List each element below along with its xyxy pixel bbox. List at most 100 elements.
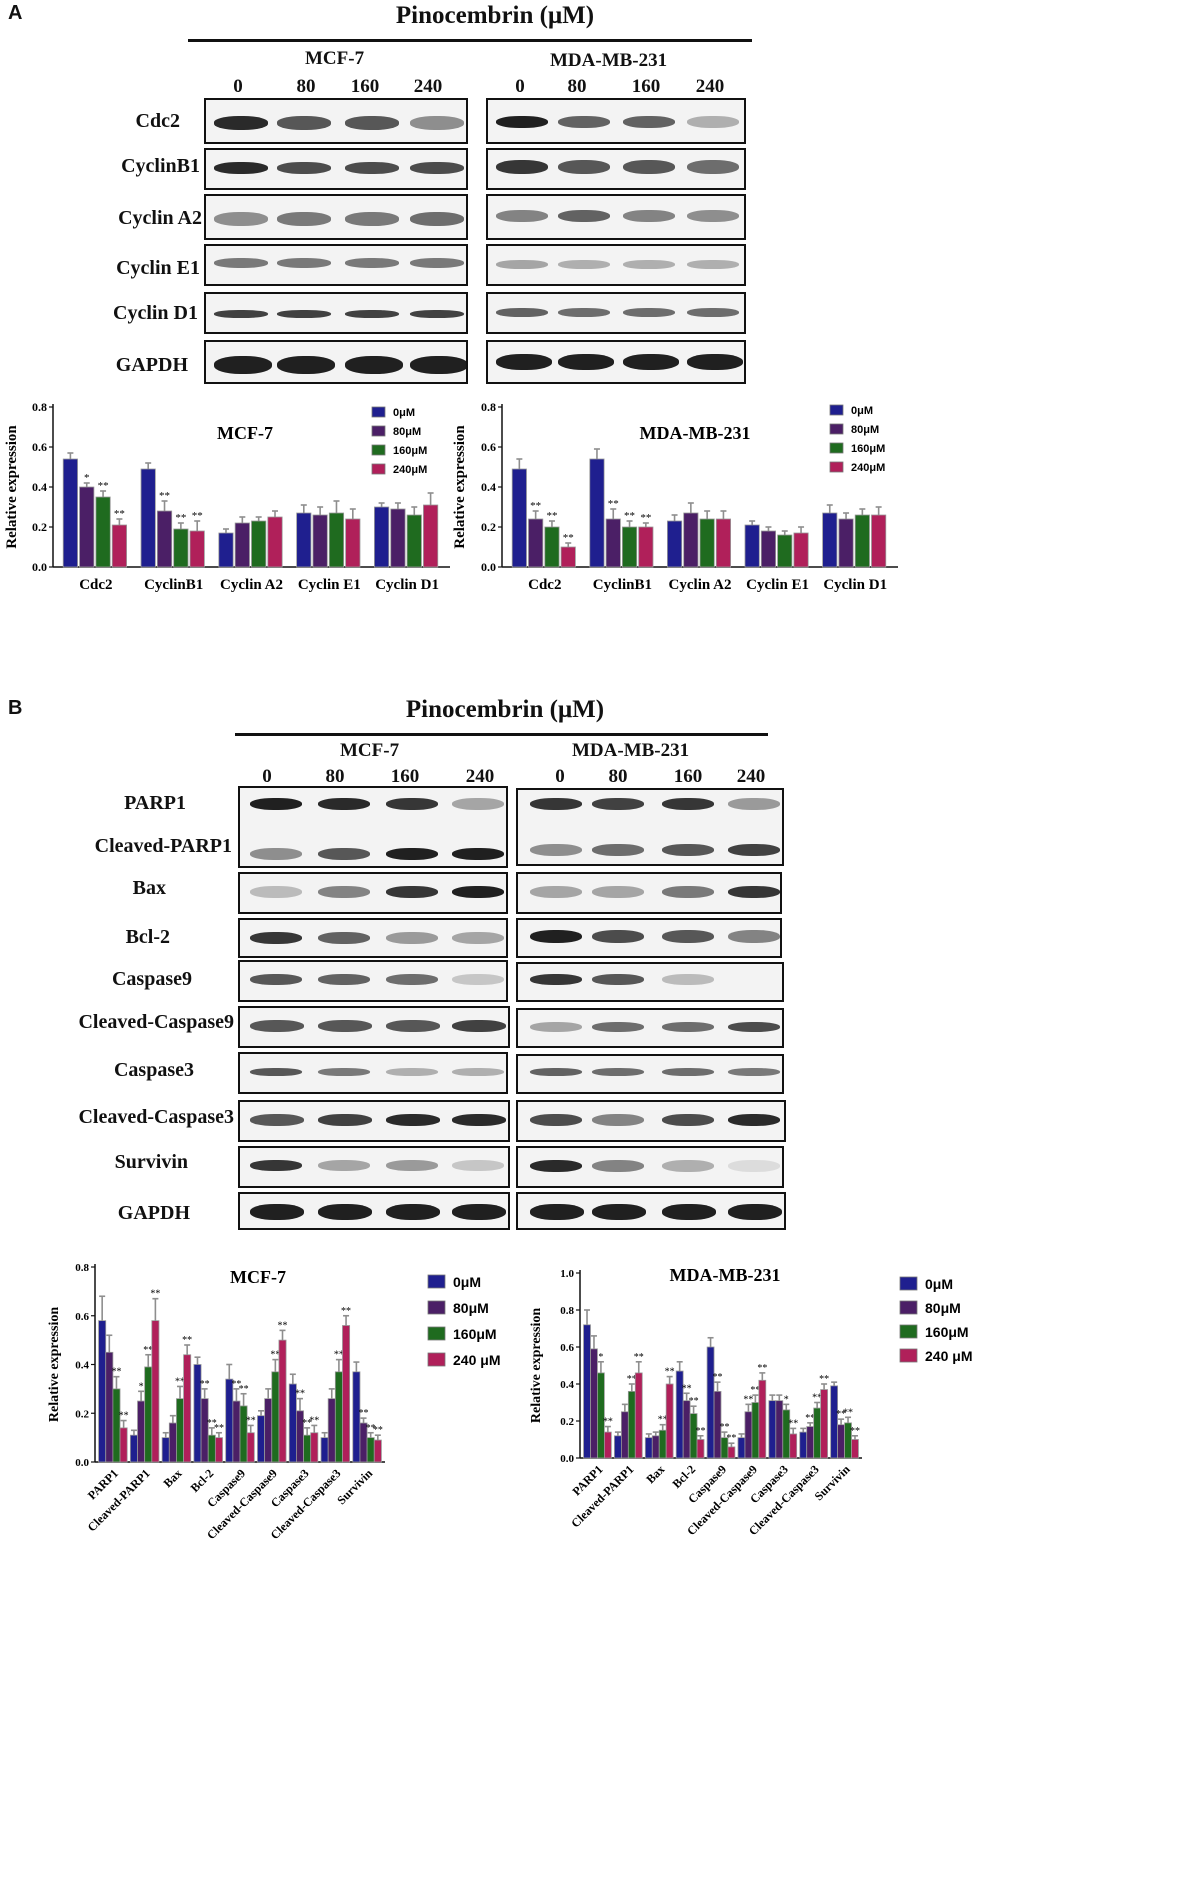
legend-label: 0μM — [851, 405, 873, 417]
blot-band — [592, 886, 644, 898]
legend-swatch — [427, 1274, 446, 1289]
significance-mark: ** — [334, 1350, 344, 1361]
y-tick-label: 0.8 — [481, 400, 496, 414]
blot-band — [250, 1114, 304, 1126]
blot-image — [238, 1052, 508, 1094]
blot-band — [386, 798, 438, 810]
significance-mark: ** — [270, 1350, 280, 1361]
bar — [644, 1437, 653, 1459]
bar — [682, 1400, 691, 1459]
significance-mark: ** — [175, 512, 186, 524]
blot-band — [452, 886, 504, 898]
protein-label: Cleaved-Caspase9 — [78, 1011, 234, 1033]
bar — [112, 1388, 121, 1463]
y-axis-label: Relative expression — [452, 425, 468, 549]
blot-band — [410, 212, 464, 226]
blot-band — [558, 354, 614, 370]
bar — [140, 468, 156, 568]
bar — [151, 1320, 160, 1463]
panel-a-title-rule — [188, 39, 752, 42]
protein-label: Cyclin A2 — [118, 207, 202, 229]
dose-label: 160 — [673, 766, 703, 787]
bar — [225, 1378, 234, 1463]
blot-band — [728, 844, 780, 856]
bar — [98, 1320, 107, 1463]
bar — [751, 1402, 760, 1459]
y-tick-label: 0.2 — [560, 1416, 574, 1428]
blot-band — [558, 308, 610, 317]
bar — [119, 1427, 128, 1463]
legend-label: 160μM — [851, 443, 885, 455]
blot-band — [530, 1068, 582, 1076]
bar — [137, 1400, 146, 1463]
bar — [312, 514, 328, 568]
blot-band — [250, 932, 302, 944]
legend-swatch — [899, 1324, 918, 1339]
bar — [374, 506, 390, 568]
bar — [799, 1431, 808, 1459]
bar — [605, 518, 621, 568]
blot-band — [277, 116, 331, 130]
chart-b-mda: 0.0 0.2 0.4 0.6 0.8 1.0 Relative expression MDA… — [529, 1265, 972, 1538]
significance-mark: ** — [114, 508, 125, 520]
significance-mark: ** — [603, 1417, 613, 1428]
y-tick-label: 1.0 — [560, 1268, 574, 1280]
blot-image — [516, 1054, 784, 1094]
blot-image — [204, 194, 468, 240]
bar — [793, 532, 809, 568]
chart-b-mcf7: 0.0 0.2 0.4 0.6 0.8 Relative expression MCF-7 *… — [47, 1262, 500, 1542]
x-tick-label: Cyclin A2 — [220, 577, 283, 593]
bar — [257, 1415, 266, 1463]
legend-swatch — [829, 442, 844, 454]
blot-band — [623, 260, 675, 269]
blot-band — [558, 210, 610, 222]
blot-band — [662, 1022, 714, 1032]
blot-band — [687, 354, 743, 370]
blot-band — [214, 356, 272, 374]
blot-band — [592, 1160, 644, 1172]
bar — [234, 522, 250, 568]
protein-label: Cleaved-Caspase3 — [78, 1106, 234, 1128]
significance-mark: ** — [836, 1409, 846, 1420]
blot-band — [386, 932, 438, 944]
chart-title: MDA-MB-231 — [670, 1265, 781, 1285]
dose-label: 80 — [296, 76, 316, 97]
x-tick-label: Cyclin A2 — [669, 577, 732, 593]
blot-band — [318, 1114, 372, 1126]
bar — [278, 1339, 287, 1463]
significance-mark: ** — [563, 532, 574, 544]
blot-band — [558, 160, 610, 174]
blot-band — [345, 258, 399, 268]
significance-mark: ** — [696, 1426, 706, 1437]
bar — [651, 1435, 660, 1459]
significance-mark: ** — [214, 1423, 224, 1434]
x-tick-label: Cyclin E1 — [298, 577, 361, 593]
blot-band — [318, 886, 370, 898]
panel-b-cell-mcf7: MCF-7 — [340, 740, 400, 761]
bar — [320, 1437, 329, 1463]
bar — [214, 1437, 223, 1463]
blot-band — [530, 1114, 582, 1126]
bar — [345, 518, 361, 568]
significance-mark: ** — [812, 1393, 822, 1404]
y-tick-label: 0.0 — [75, 1457, 89, 1469]
significance-mark: ** — [302, 1418, 312, 1429]
bar — [727, 1446, 736, 1459]
significance-mark: ** — [640, 512, 651, 524]
blot-image — [204, 292, 468, 334]
bar — [658, 1429, 667, 1459]
blot-band — [662, 886, 714, 898]
significance-mark: ** — [805, 1413, 815, 1424]
blot-band — [452, 1068, 504, 1076]
dose-label: 240 — [695, 76, 725, 97]
bar — [303, 1434, 312, 1463]
protein-label: GAPDH — [117, 1202, 190, 1224]
y-tick-label: 0.8 — [75, 1262, 89, 1274]
y-tick-label: 0.4 — [481, 480, 496, 494]
bar — [183, 1354, 192, 1463]
significance-mark: ** — [719, 1422, 729, 1433]
bar — [95, 496, 111, 568]
bar — [638, 526, 654, 568]
x-tick-label: Cyclin D1 — [375, 577, 439, 593]
bar — [62, 458, 78, 568]
